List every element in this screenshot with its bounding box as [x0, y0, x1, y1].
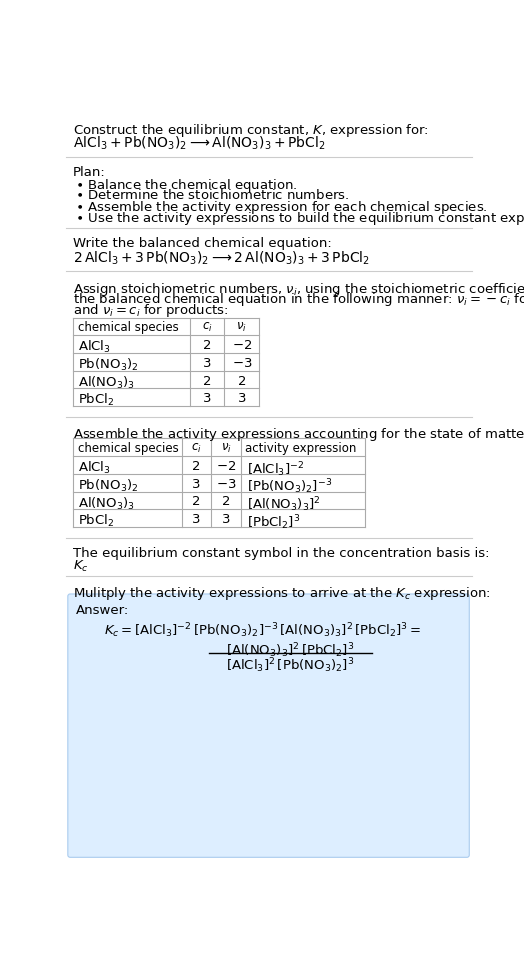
Text: $[\mathrm{Al(NO_3)_3}]^2\,[\mathrm{PbCl_2}]^3$: $[\mathrm{Al(NO_3)_3}]^2\,[\mathrm{PbCl_…	[226, 641, 354, 660]
Text: Plan:: Plan:	[73, 166, 106, 179]
Text: $-3$: $-3$	[216, 478, 236, 490]
Text: $\mathrm{Al(NO_3)_3}$: $\mathrm{Al(NO_3)_3}$	[78, 495, 135, 511]
Text: $\bullet$ Use the activity expressions to build the equilibrium constant express: $\bullet$ Use the activity expressions t…	[75, 209, 524, 227]
Text: chemical species: chemical species	[78, 321, 179, 335]
Text: 3: 3	[192, 478, 201, 490]
Text: and $\nu_i = c_i$ for products:: and $\nu_i = c_i$ for products:	[73, 302, 229, 319]
Text: Assign stoichiometric numbers, $\nu_i$, using the stoichiometric coefficients, $: Assign stoichiometric numbers, $\nu_i$, …	[73, 281, 524, 297]
Text: $-2$: $-2$	[216, 460, 236, 473]
Text: 3: 3	[222, 513, 230, 526]
Text: $\bullet$ Balance the chemical equation.: $\bullet$ Balance the chemical equation.	[75, 178, 297, 194]
Text: $\mathrm{Pb(NO_3)_2}$: $\mathrm{Pb(NO_3)_2}$	[78, 357, 138, 372]
Text: activity expression: activity expression	[245, 442, 357, 455]
Text: 3: 3	[203, 357, 211, 370]
Text: $K_c$: $K_c$	[73, 560, 89, 574]
FancyBboxPatch shape	[68, 594, 470, 857]
Text: 2: 2	[203, 374, 211, 388]
Text: 2: 2	[192, 495, 201, 509]
Text: $\mathrm{PbCl_2}$: $\mathrm{PbCl_2}$	[78, 392, 114, 408]
Text: Assemble the activity expressions accounting for the state of matter and $\nu_i$: Assemble the activity expressions accoun…	[73, 427, 524, 443]
Text: $\bullet$ Determine the stoichiometric numbers.: $\bullet$ Determine the stoichiometric n…	[75, 188, 350, 203]
Text: Construct the equilibrium constant, $K$, expression for:: Construct the equilibrium constant, $K$,…	[73, 122, 429, 139]
Text: $\mathrm{AlCl_3}$: $\mathrm{AlCl_3}$	[78, 339, 111, 355]
Text: $\mathrm{Al(NO_3)_3}$: $\mathrm{Al(NO_3)_3}$	[78, 374, 135, 391]
Text: 3: 3	[237, 392, 246, 405]
Text: chemical species: chemical species	[78, 442, 179, 455]
Text: $[\mathrm{Pb(NO_3)_2}]^{-3}$: $[\mathrm{Pb(NO_3)_2}]^{-3}$	[247, 478, 332, 496]
Text: $\mathrm{Pb(NO_3)_2}$: $\mathrm{Pb(NO_3)_2}$	[78, 478, 138, 494]
Text: $c_i$: $c_i$	[202, 321, 212, 335]
Text: $[\mathrm{PbCl_2}]^3$: $[\mathrm{PbCl_2}]^3$	[247, 513, 300, 532]
Text: 2: 2	[192, 460, 201, 473]
Text: $c_i$: $c_i$	[191, 442, 202, 455]
Text: The equilibrium constant symbol in the concentration basis is:: The equilibrium constant symbol in the c…	[73, 547, 490, 560]
Text: 3: 3	[192, 513, 201, 526]
Text: $-2$: $-2$	[232, 339, 252, 352]
Text: $\mathrm{AlCl_3 + Pb(NO_3)_2 \longrightarrow Al(NO_3)_3 + PbCl_2}$: $\mathrm{AlCl_3 + Pb(NO_3)_2 \longrighta…	[73, 135, 326, 152]
Text: Write the balanced chemical equation:: Write the balanced chemical equation:	[73, 237, 332, 251]
Text: 2: 2	[237, 374, 246, 388]
Text: Answer:: Answer:	[77, 604, 129, 617]
Text: $K_c = [\mathrm{AlCl_3}]^{-2}\,[\mathrm{Pb(NO_3)_2}]^{-3}\,[\mathrm{Al(NO_3)_3}]: $K_c = [\mathrm{AlCl_3}]^{-2}\,[\mathrm{…	[104, 620, 421, 640]
Text: $\nu_i$: $\nu_i$	[236, 321, 247, 335]
Text: $\mathrm{PbCl_2}$: $\mathrm{PbCl_2}$	[78, 513, 114, 529]
Text: 2: 2	[222, 495, 230, 509]
Text: $\mathrm{AlCl_3}$: $\mathrm{AlCl_3}$	[78, 460, 111, 476]
Text: 2: 2	[203, 339, 211, 352]
Text: $\nu_i$: $\nu_i$	[221, 442, 231, 455]
Text: $\bullet$ Assemble the activity expression for each chemical species.: $\bullet$ Assemble the activity expressi…	[75, 199, 487, 216]
Text: Mulitply the activity expressions to arrive at the $K_c$ expression:: Mulitply the activity expressions to arr…	[73, 586, 491, 602]
Text: $[\mathrm{AlCl_3}]^{-2}$: $[\mathrm{AlCl_3}]^{-2}$	[247, 460, 304, 479]
Text: $[\mathrm{Al(NO_3)_3}]^2$: $[\mathrm{Al(NO_3)_3}]^2$	[247, 495, 320, 514]
Text: the balanced chemical equation in the following manner: $\nu_i = -c_i$ for react: the balanced chemical equation in the fo…	[73, 291, 524, 309]
Text: $2\,\mathrm{AlCl_3} + 3\,\mathrm{Pb(NO_3)_2} \longrightarrow 2\,\mathrm{Al(NO_3): $2\,\mathrm{AlCl_3} + 3\,\mathrm{Pb(NO_3…	[73, 250, 370, 267]
Text: 3: 3	[203, 392, 211, 405]
Text: $[\mathrm{AlCl_3}]^2\,[\mathrm{Pb(NO_3)_2}]^3$: $[\mathrm{AlCl_3}]^2\,[\mathrm{Pb(NO_3)_…	[226, 656, 354, 676]
Text: $-3$: $-3$	[232, 357, 252, 370]
